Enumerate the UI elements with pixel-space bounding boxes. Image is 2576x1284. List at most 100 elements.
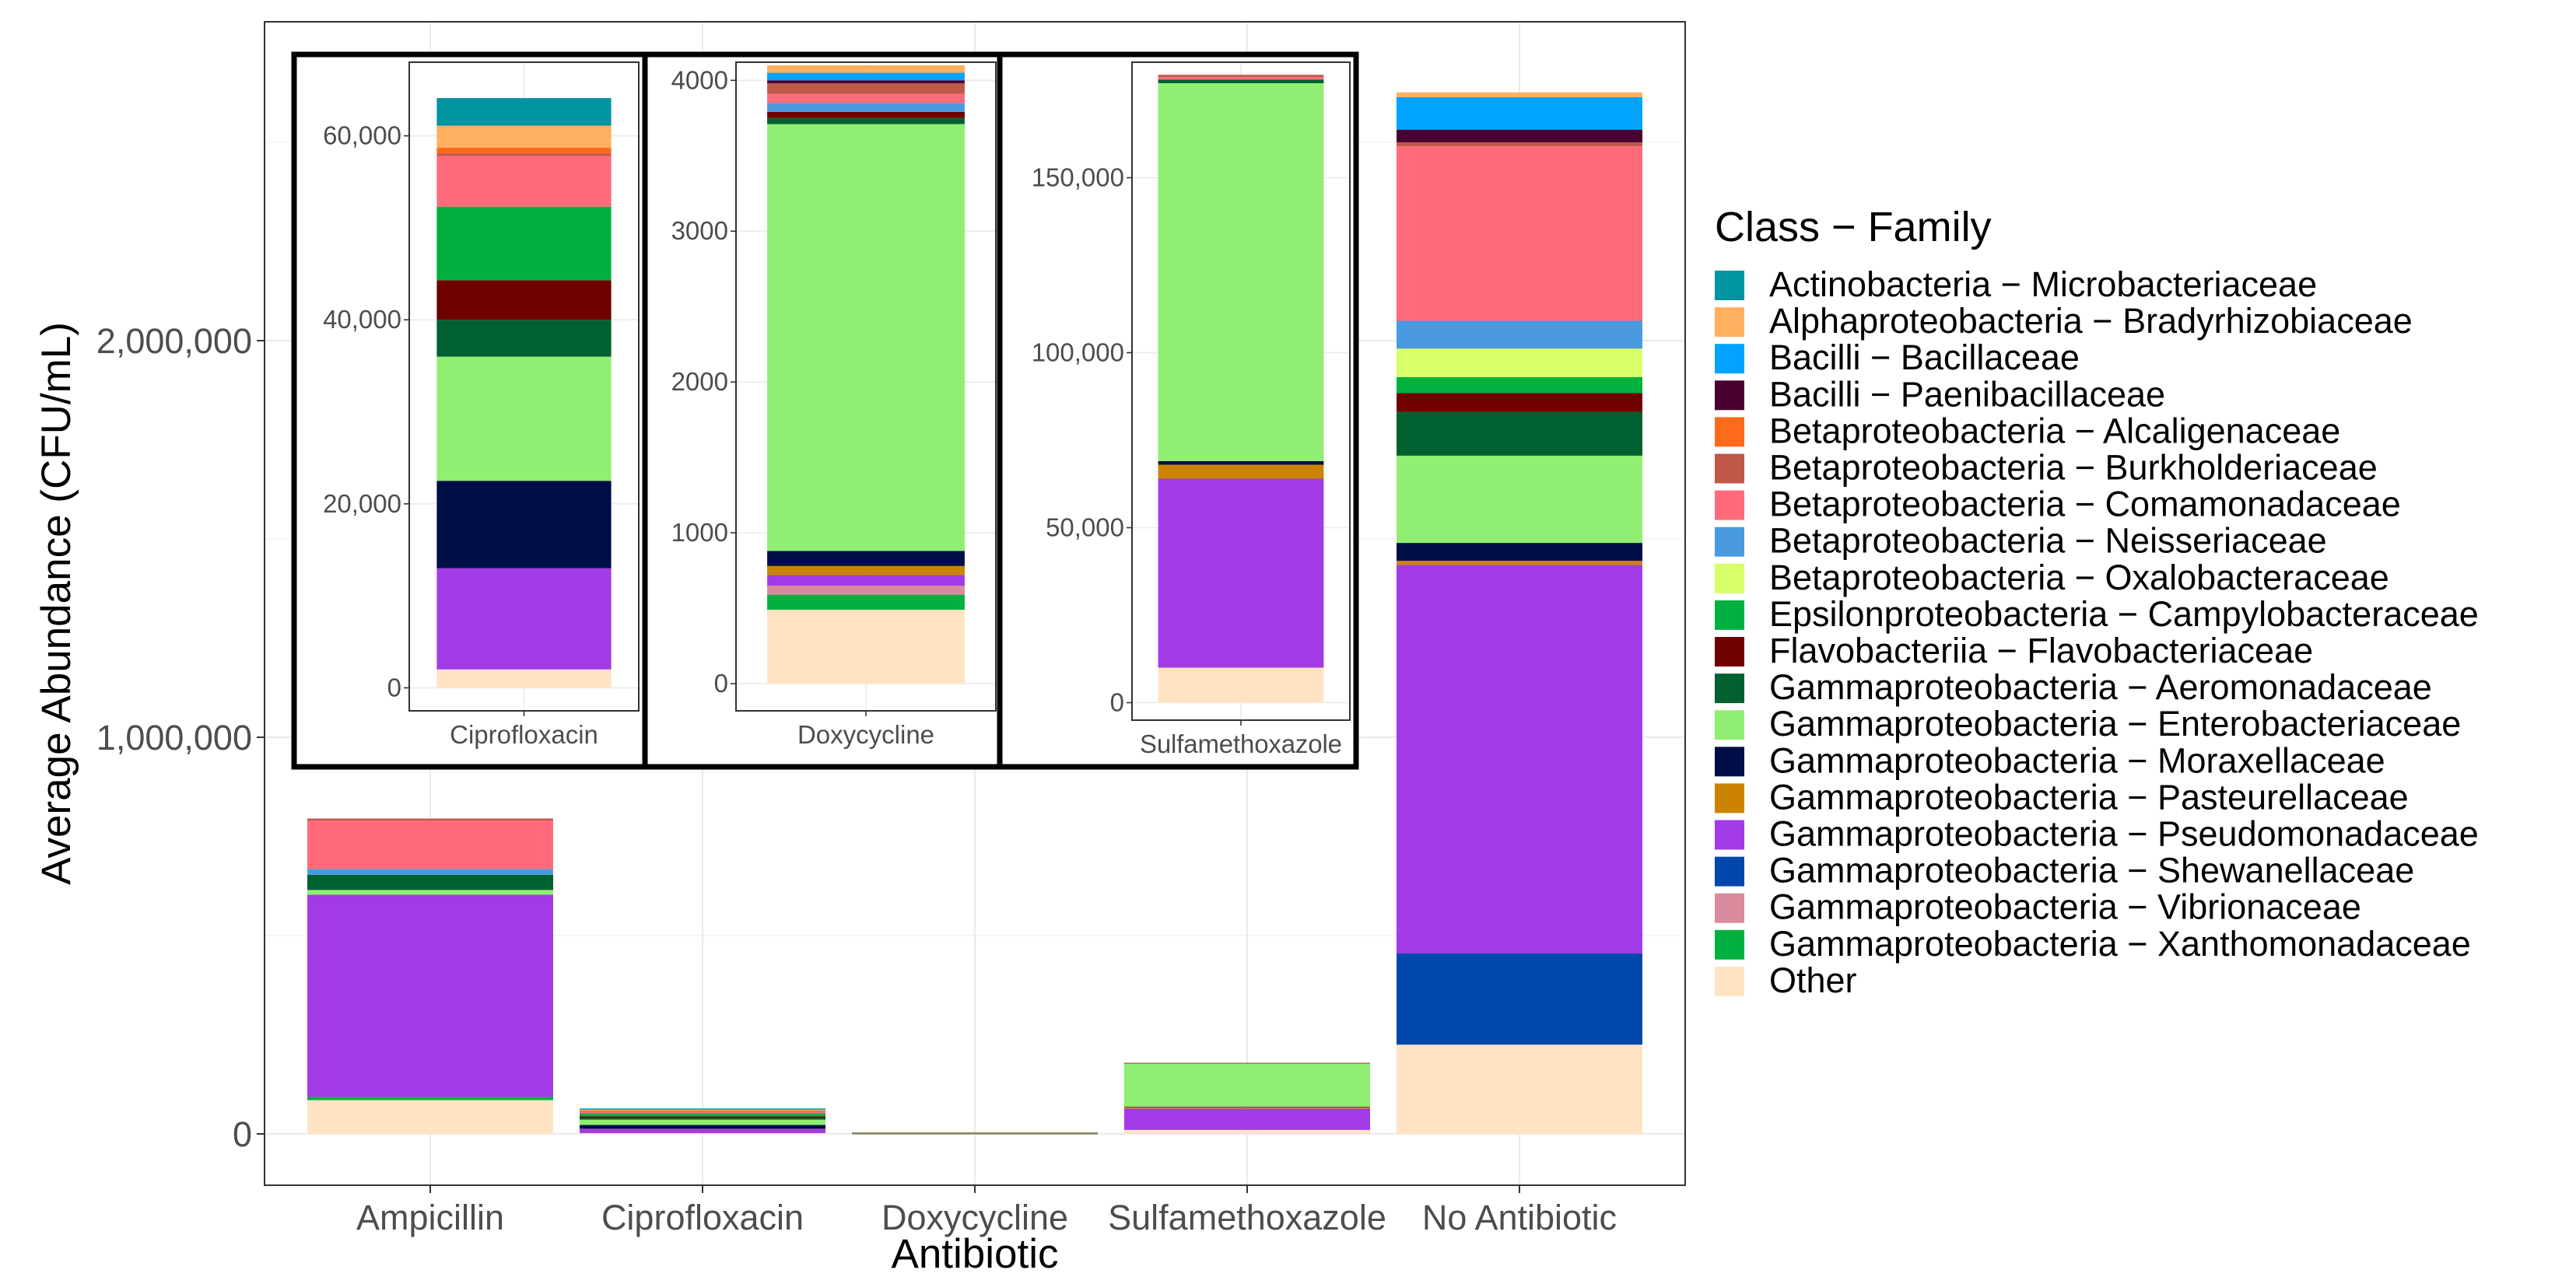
legend-swatch bbox=[1715, 527, 1744, 557]
y-axis-title: Average Abundance (CFU/mL) bbox=[33, 322, 79, 885]
inset-bar-segment-sulfamethoxazole-gammaproteobacteria-moraxellaceae bbox=[1158, 461, 1324, 465]
x-tick-label-doxycycline: Doxycycline bbox=[881, 1198, 1068, 1237]
bar-stack-doxycycline bbox=[852, 1132, 1098, 1135]
inset-y-tick-label: 0 bbox=[387, 673, 401, 701]
bar-segment-no-antibiotic-gammaproteobacteria-pseudomonadaceae bbox=[1397, 565, 1642, 953]
bar-segment-ciprofloxacin-gammaproteobacteria-enterobacteriaceae bbox=[580, 1119, 825, 1125]
inset-y-tick-label: 50,000 bbox=[1046, 513, 1124, 542]
inset-bar-segment-sulfamethoxazole-other bbox=[1158, 667, 1324, 703]
legend-label: Bacilli − Bacillaceae bbox=[1769, 338, 2080, 377]
legend-label: Betaproteobacteria − Burkholderiaceae bbox=[1769, 448, 2378, 488]
inset-y-tick-label: 1000 bbox=[671, 518, 728, 547]
bar-segment-no-antibiotic-flavobacteriia-flavobacteriaceae bbox=[1397, 393, 1642, 412]
bar-stack-sulfamethoxazole bbox=[1124, 1062, 1370, 1134]
bar-segment-ampicillin-gammaproteobacteria-pseudomonadaceae bbox=[307, 894, 553, 1097]
legend-swatch bbox=[1715, 893, 1744, 923]
bar-segment-ampicillin-gammaproteobacteria-xanthomonadaceae bbox=[307, 1097, 553, 1100]
legend-item-gammaproteobacteria-moraxellaceae: Gammaproteobacteria − Moraxellaceae bbox=[1715, 740, 2385, 780]
inset-x-tick-label: Doxycycline bbox=[797, 720, 934, 749]
bar-segment-no-antibiotic-betaproteobacteria-neisseriaceae bbox=[1397, 320, 1642, 349]
inset-bar-segment-ciprofloxacin-other bbox=[436, 669, 612, 688]
inset-bar-segment-doxycycline-betaproteobacteria-comamonadaceae bbox=[767, 93, 965, 103]
inset-y-tick-label: 150,000 bbox=[1032, 163, 1124, 192]
inset-y-tick-label: 0 bbox=[1110, 688, 1124, 717]
y-axis: 0 1,000,000 2,000,000 bbox=[96, 321, 265, 1154]
legend-label: Actinobacteria − Microbacteriaceae bbox=[1769, 264, 2317, 304]
bar-segment-ciprofloxacin-other bbox=[580, 1132, 825, 1134]
legend-swatch bbox=[1715, 747, 1744, 777]
inset-y-tick-label: 2000 bbox=[671, 367, 728, 396]
bar-segment-ciprofloxacin-betaproteobacteria-comamonadaceae bbox=[580, 1111, 825, 1114]
inset-y-tick-label: 40,000 bbox=[323, 305, 401, 334]
legend-swatch bbox=[1715, 929, 1744, 960]
legend-label: Other bbox=[1769, 960, 1857, 1000]
inset-bar-segment-ciprofloxacin-alphaproteobacteria-bradyrhizobiaceae bbox=[436, 125, 612, 149]
inset-bar-segment-doxycycline-alphaproteobacteria-bradyrhizobiaceae bbox=[767, 65, 965, 73]
bar-segment-no-antibiotic-alphaproteobacteria-bradyrhizobiaceae bbox=[1397, 92, 1642, 97]
inset-bar-segment-doxycycline-gammaproteobacteria-enterobacteriaceae bbox=[767, 124, 965, 551]
inset-bar-segment-ciprofloxacin-actinobacteria-microbacteriaceae bbox=[436, 98, 612, 126]
bar-segment-sulfamethoxazole-gammaproteobacteria-enterobacteriaceae bbox=[1124, 1063, 1370, 1107]
x-axis-title: Antibiotic bbox=[891, 1231, 1058, 1277]
legend-label: Gammaproteobacteria − Pasteurellaceae bbox=[1769, 777, 2409, 817]
inset-bar-segment-sulfamethoxazole-gammaproteobacteria-pasteurellaceae bbox=[1158, 464, 1324, 479]
inset-bar-segment-sulfamethoxazole-betaproteobacteria-comamonadaceae bbox=[1158, 76, 1324, 80]
legend-item-actinobacteria-microbacteriaceae: Actinobacteria − Microbacteriaceae bbox=[1715, 264, 2317, 304]
legend-item-gammaproteobacteria-aeromonadaceae: Gammaproteobacteria − Aeromonadaceae bbox=[1715, 667, 2432, 707]
inset-bar-segment-ciprofloxacin-gammaproteobacteria-aeromonadaceae bbox=[436, 320, 612, 357]
legend-item-betaproteobacteria-neisseriaceae: Betaproteobacteria − Neisseriaceae bbox=[1715, 521, 2327, 561]
inset-bar-segment-doxycycline-gammaproteobacteria-pasteurellaceae bbox=[767, 565, 965, 576]
y-tick-label: 1,000,000 bbox=[96, 718, 252, 757]
inset-y-tick-label: 60,000 bbox=[323, 121, 401, 150]
legend-item-betaproteobacteria-burkholderiaceae: Betaproteobacteria − Burkholderiaceae bbox=[1715, 448, 2378, 488]
y-tick-label: 0 bbox=[233, 1114, 252, 1154]
legend-label: Betaproteobacteria − Neisseriaceae bbox=[1769, 521, 2327, 561]
legend-item-flavobacteriia-flavobacteriaceae: Flavobacteriia − Flavobacteriaceae bbox=[1715, 631, 2313, 670]
legend-swatch bbox=[1715, 344, 1744, 374]
inset-y-tick-label: 20,000 bbox=[323, 489, 401, 518]
bar-segment-doxycycline-gammaproteobacteria-enterobacteriaceae bbox=[852, 1132, 1098, 1134]
inset-bar-segment-doxycycline-flavobacteriia-flavobacteriaceae bbox=[767, 112, 965, 118]
bar-segment-ampicillin-betaproteobacteria-burkholderiaceae bbox=[307, 818, 553, 821]
legend-label: Flavobacteriia − Flavobacteriaceae bbox=[1769, 631, 2313, 670]
bar-segment-sulfamethoxazole-gammaproteobacteria-pseudomonadaceae bbox=[1124, 1108, 1370, 1130]
inset-x-tick-label: Ciprofloxacin bbox=[450, 720, 598, 749]
legend-swatch bbox=[1715, 307, 1744, 338]
bar-segment-ciprofloxacin-gammaproteobacteria-moraxellaceae bbox=[580, 1125, 825, 1129]
x-tick-label-sulfamethoxazole: Sulfamethoxazole bbox=[1108, 1198, 1386, 1237]
bar-segment-ciprofloxacin-epsilonproteobacteria-campylobacteraceae bbox=[580, 1113, 825, 1117]
legend-label: Gammaproteobacteria − Shewanellaceae bbox=[1769, 851, 2414, 890]
bar-segment-sulfamethoxazole-gammaproteobacteria-pasteurellaceae bbox=[1124, 1107, 1370, 1109]
bar-segment-no-antibiotic-betaproteobacteria-burkholderiaceae bbox=[1397, 142, 1642, 147]
bar-segment-sulfamethoxazole-other bbox=[1124, 1129, 1370, 1134]
legend-label: Bacilli − Paenibacillaceae bbox=[1769, 374, 2165, 414]
inset-y-tick-label: 100,000 bbox=[1032, 338, 1124, 367]
bar-segment-ampicillin-gammaproteobacteria-aeromonadaceae bbox=[307, 874, 553, 890]
legend-swatch bbox=[1715, 637, 1744, 666]
inset-bar-segment-doxycycline-gammaproteobacteria-pseudomonadaceae bbox=[767, 575, 965, 586]
legend-swatch bbox=[1715, 380, 1744, 411]
inset-bar-segment-doxycycline-gammaproteobacteria-vibrionaceae bbox=[767, 586, 965, 595]
bar-segment-no-antibiotic-gammaproteobacteria-aeromonadaceae bbox=[1397, 411, 1642, 456]
legend-label: Gammaproteobacteria − Moraxellaceae bbox=[1769, 740, 2385, 780]
bar-segment-no-antibiotic-betaproteobacteria-oxalobacteraceae bbox=[1397, 348, 1642, 377]
x-tick-label-ciprofloxacin: Ciprofloxacin bbox=[601, 1198, 804, 1237]
legend-swatch bbox=[1715, 271, 1744, 300]
inset-bar-segment-doxycycline-other bbox=[767, 610, 965, 684]
bar-segment-ciprofloxacin-gammaproteobacteria-pseudomonadaceae bbox=[580, 1128, 825, 1133]
inset-panels: 0 20,000 40,000 60,000 Ciprofloxacin 0 1000 200… bbox=[291, 51, 1359, 770]
inset-bar-segment-ciprofloxacin-gammaproteobacteria-enterobacteriaceae bbox=[436, 356, 612, 481]
legend-item-gammaproteobacteria-xanthomonadaceae: Gammaproteobacteria − Xanthomonadaceae bbox=[1715, 924, 2471, 964]
inset-y-tick-label: 3000 bbox=[671, 216, 728, 245]
bar-segment-no-antibiotic-betaproteobacteria-comamonadaceae bbox=[1397, 146, 1642, 321]
inset-sulfamethoxazole: 0 50,000 100,000 150,000 Sulfamethoxazole bbox=[997, 51, 1359, 770]
x-tick-label-ampicillin: Ampicillin bbox=[356, 1198, 504, 1237]
bar-segment-ampicillin-gammaproteobacteria-enterobacteriaceae bbox=[307, 890, 553, 895]
legend-swatch bbox=[1715, 820, 1744, 850]
legend-swatch bbox=[1715, 417, 1744, 447]
inset-y-tick-label: 4000 bbox=[671, 65, 728, 94]
legend-label: Epsilonproteobacteria − Campylobacterace… bbox=[1769, 594, 2479, 634]
legend-item-gammaproteobacteria-enterobacteriaceae: Gammaproteobacteria − Enterobacteriaceae bbox=[1715, 704, 2461, 743]
legend-swatch bbox=[1715, 673, 1744, 704]
